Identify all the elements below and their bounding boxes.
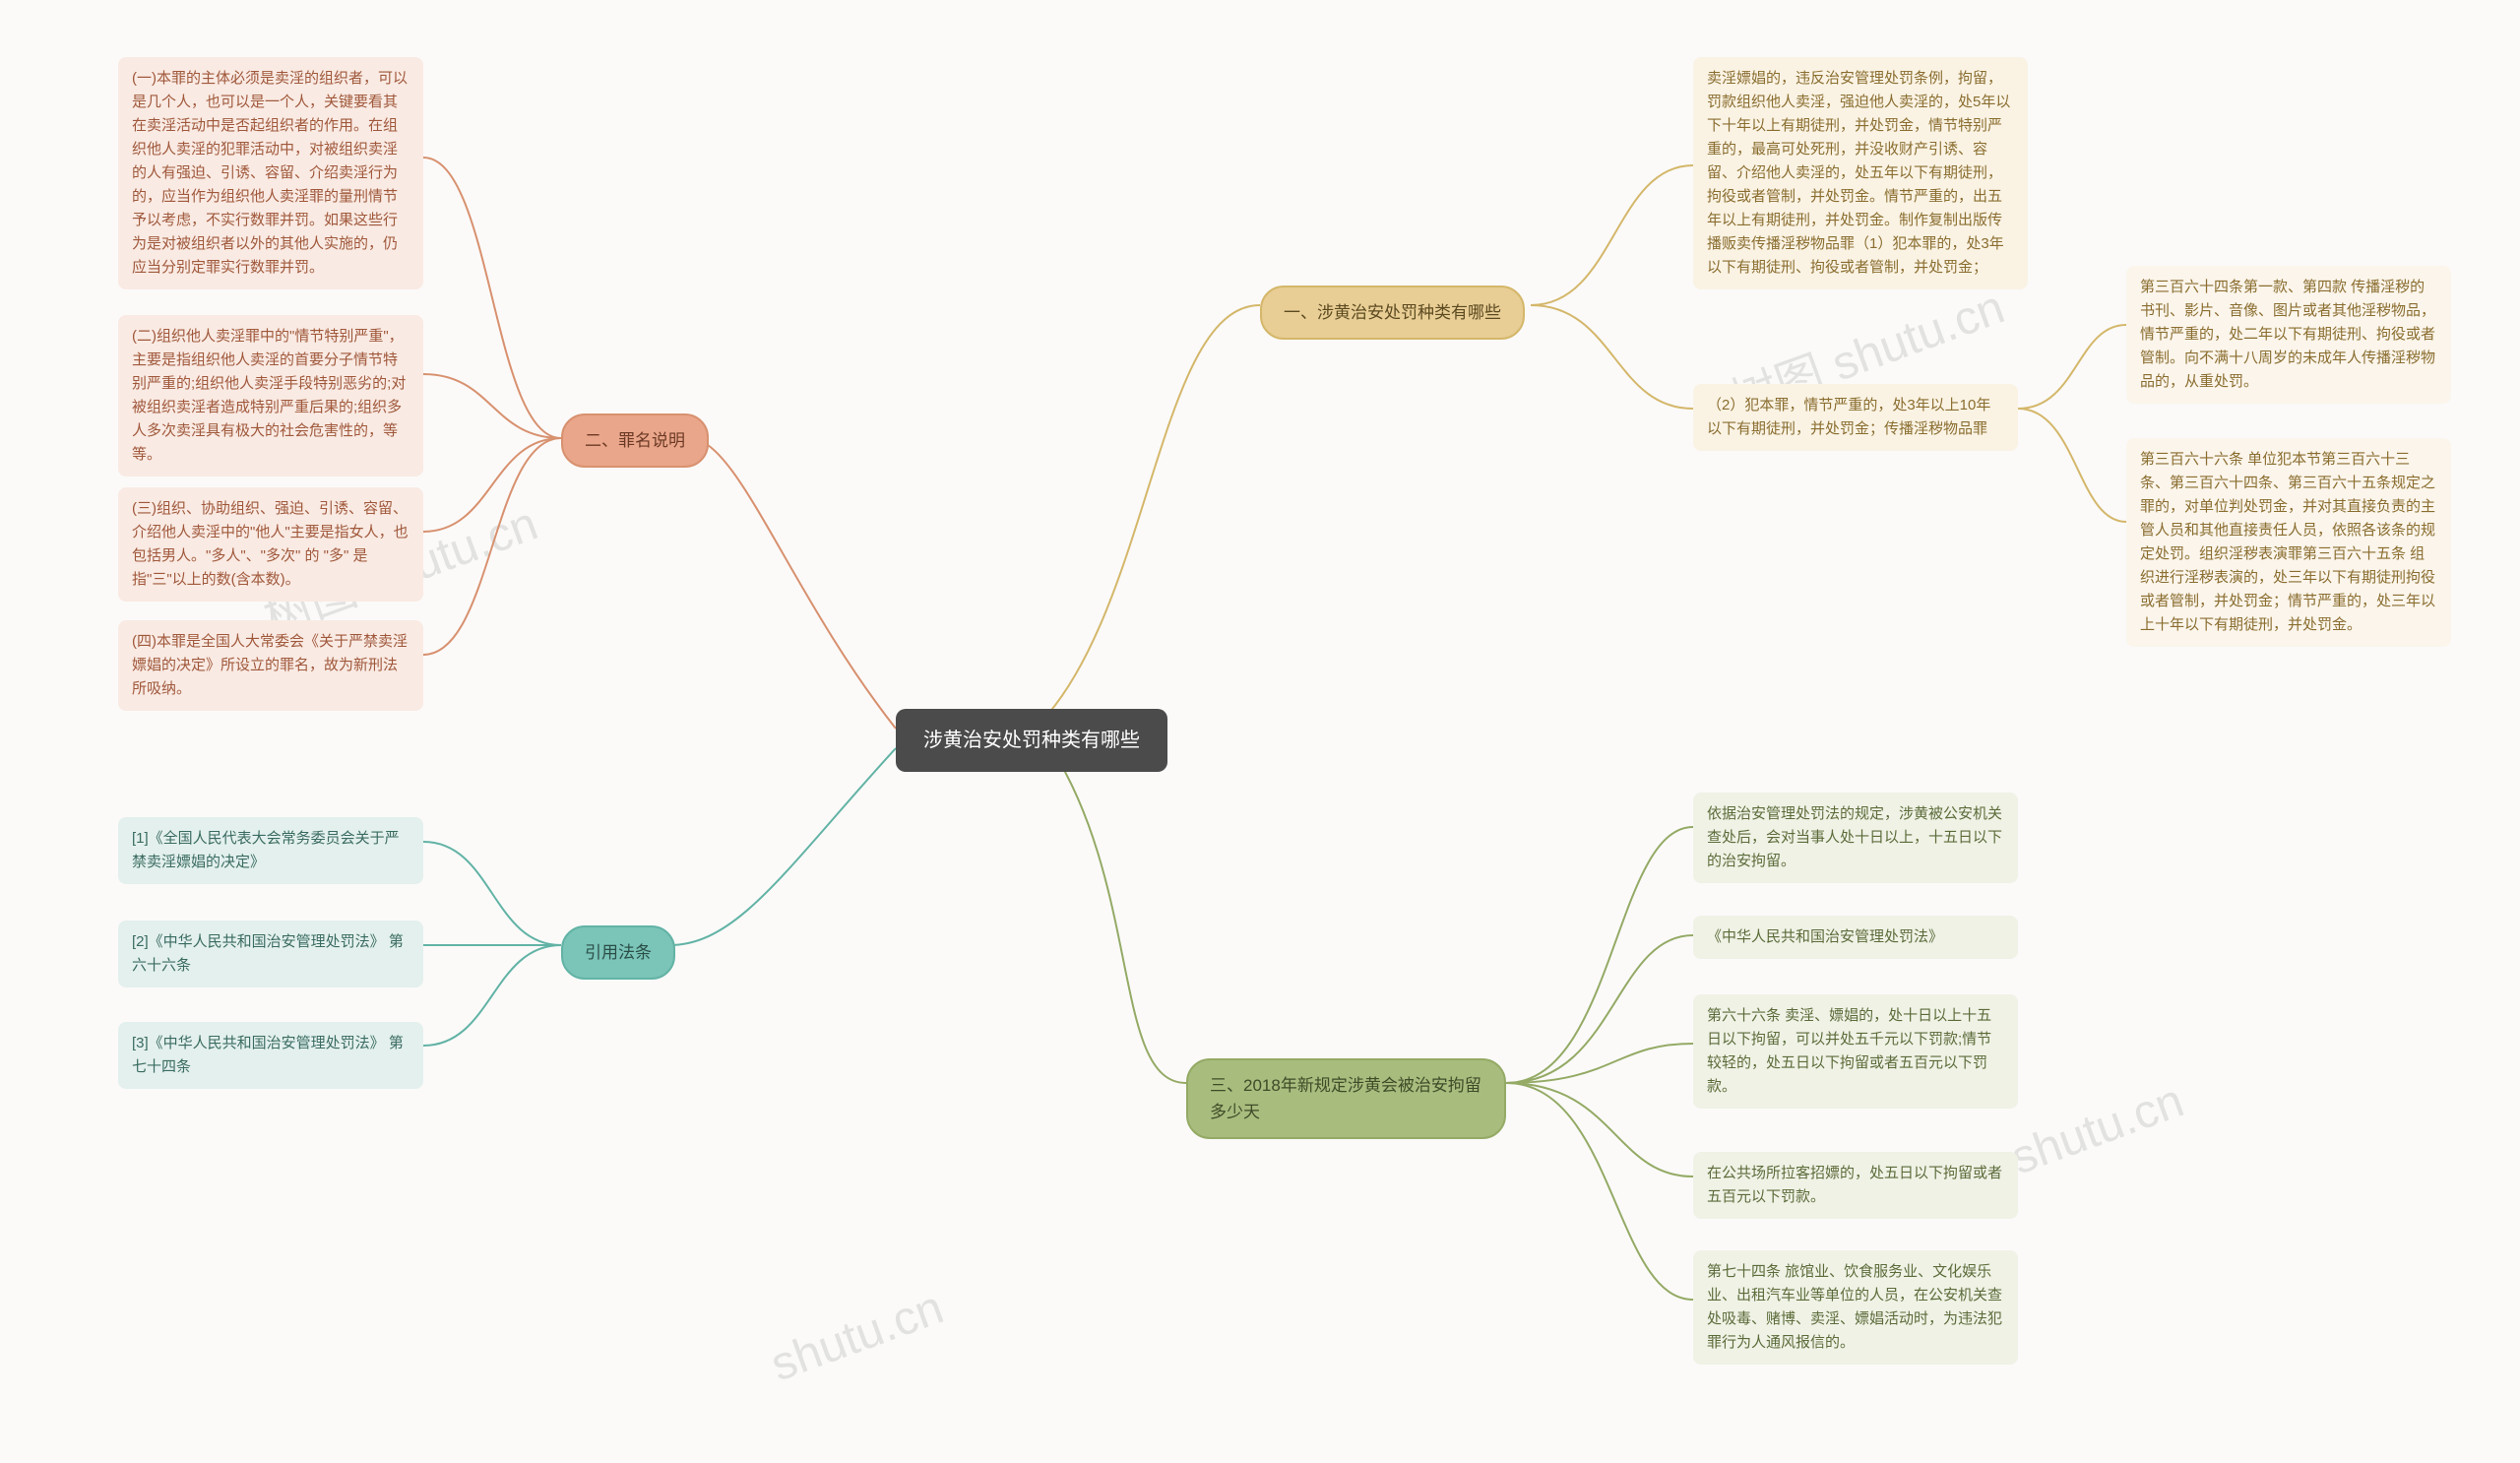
branch-1-leaf-2: （2）犯本罪，情节严重的，处3年以上10年以下有期徒刑，并处罚金；传播淫秽物品罪: [1693, 384, 2018, 451]
branch-1-leaf-2b: 第三百六十六条 单位犯本节第三百六十三条、第三百六十四条、第三百六十五条规定之罪…: [2126, 438, 2451, 647]
branch-2-leaf-1: (一)本罪的主体必须是卖淫的组织者，可以是几个人，也可以是一个人，关键要看其在卖…: [118, 57, 423, 289]
branch-1-leaf-1: 卖淫嫖娼的，违反治安管理处罚条例，拘留，罚款组织他人卖淫，强迫他人卖淫的，处5年…: [1693, 57, 2028, 289]
center-node: 涉黄治安处罚种类有哪些: [896, 709, 1167, 772]
branch-1: 一、涉黄治安处罚种类有哪些: [1260, 286, 1525, 340]
branch-4: 引用法条: [561, 925, 675, 980]
branch-3-leaf-4: 在公共场所拉客招嫖的，处五日以下拘留或者五百元以下罚款。: [1693, 1152, 2018, 1219]
branch-4-leaf-1: [1]《全国人民代表大会常务委员会关于严禁卖淫嫖娼的决定》: [118, 817, 423, 884]
branch-3-leaf-5: 第七十四条 旅馆业、饮食服务业、文化娱乐业、出租汽车业等单位的人员，在公安机关查…: [1693, 1250, 2018, 1365]
branch-3: 三、2018年新规定涉黄会被治安拘留多少天: [1186, 1058, 1506, 1139]
branch-3-leaf-1: 依据治安管理处罚法的规定，涉黄被公安机关查处后，会对当事人处十日以上，十五日以下…: [1693, 793, 2018, 883]
branch-3-leaf-2: 《中华人民共和国治安管理处罚法》: [1693, 916, 2018, 959]
branch-4-leaf-3: [3]《中华人民共和国治安管理处罚法》 第七十四条: [118, 1022, 423, 1089]
branch-2-leaf-4: (四)本罪是全国人大常委会《关于严禁卖淫嫖娼的决定》所设立的罪名，故为新刑法所吸…: [118, 620, 423, 711]
branch-1-leaf-2a: 第三百六十四条第一款、第四款 传播淫秽的书刊、影片、音像、图片或者其他淫秽物品，…: [2126, 266, 2451, 404]
branch-2-leaf-3: (三)组织、协助组织、强迫、引诱、容留、介绍他人卖淫中的"他人"主要是指女人，也…: [118, 487, 423, 602]
branch-2: 二、罪名说明: [561, 413, 709, 468]
watermark: shutu.cn: [2004, 1074, 2190, 1186]
branch-3-leaf-3: 第六十六条 卖淫、嫖娼的，处十日以上十五日以下拘留，可以并处五千元以下罚款;情节…: [1693, 994, 2018, 1109]
branch-2-leaf-2: (二)组织他人卖淫罪中的"情节特别严重"，主要是指组织他人卖淫的首要分子情节特别…: [118, 315, 423, 477]
branch-4-leaf-2: [2]《中华人民共和国治安管理处罚法》 第六十六条: [118, 921, 423, 987]
watermark: shutu.cn: [764, 1281, 950, 1393]
